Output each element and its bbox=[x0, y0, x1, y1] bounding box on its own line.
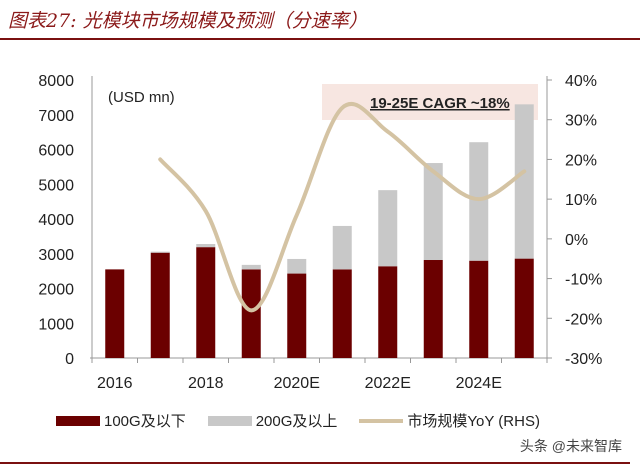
cagr-annotation: 19-25E CAGR ~18% bbox=[370, 95, 510, 112]
bar-200g bbox=[378, 190, 398, 267]
y-tick-label: 6000 bbox=[38, 143, 74, 160]
watermark: 头条 @未来智库 bbox=[519, 438, 622, 454]
bar-200g bbox=[150, 251, 170, 253]
y2-tick-label: 20% bbox=[565, 152, 597, 169]
bar-100g bbox=[241, 269, 261, 358]
legend-label: 100G及以下 bbox=[104, 413, 186, 430]
y2-tick-label: 30% bbox=[565, 113, 597, 130]
legend-item-200g: 200G及以上 bbox=[207, 410, 338, 431]
bar-100g bbox=[196, 247, 216, 358]
bar-100g bbox=[332, 269, 352, 358]
legend-item-100g: 100G及以下 bbox=[56, 410, 186, 431]
legend-label: 市场规模YoY (RHS) bbox=[407, 413, 540, 430]
x-tick-label: 2022E bbox=[365, 375, 411, 392]
x-tick-label: 2020E bbox=[274, 375, 320, 392]
y-tick-label: 7000 bbox=[38, 108, 74, 125]
bottom-rule bbox=[0, 462, 630, 464]
y2-tick-label: 40% bbox=[565, 73, 597, 90]
y-tick-label: 2000 bbox=[38, 282, 74, 299]
bar-100g bbox=[514, 258, 534, 358]
chart-title: 图表27: 光模块市场规模及预测（分速率） bbox=[8, 10, 368, 32]
bar-200g bbox=[196, 244, 216, 248]
series-line-yoy bbox=[158, 101, 527, 313]
x-tick-label: 2016 bbox=[97, 375, 133, 392]
chart-plot: 0 1000 2000 3000 4000 5000 6000 7000 8000 -30% -20… bbox=[38, 73, 602, 392]
bar-200g bbox=[241, 264, 261, 270]
y2-tick-label: 10% bbox=[565, 192, 597, 209]
bar-100g bbox=[378, 266, 398, 358]
legend-swatch bbox=[56, 415, 100, 426]
y2-tick-label: -20% bbox=[565, 311, 602, 328]
bar-100g bbox=[105, 269, 125, 358]
x-tick-label: 2024E bbox=[456, 375, 502, 392]
legend-label: 200G及以上 bbox=[255, 413, 338, 430]
legend-swatch bbox=[359, 418, 404, 423]
bar-200g bbox=[514, 104, 534, 259]
bar-200g bbox=[469, 142, 489, 261]
unit-label: (USD mn) bbox=[108, 89, 175, 106]
y2-tick-label: -10% bbox=[565, 272, 602, 289]
y-tick-label: 5000 bbox=[38, 177, 74, 194]
bar-100g bbox=[423, 260, 443, 358]
bar-100g bbox=[150, 252, 170, 358]
bar-100g bbox=[287, 273, 307, 358]
legend-swatch bbox=[207, 415, 252, 426]
bar-200g bbox=[287, 258, 307, 274]
top-rule bbox=[0, 38, 640, 40]
y-tick-label: 1000 bbox=[38, 316, 74, 333]
bar-100g bbox=[469, 260, 489, 358]
legend: 100G及以下 200G及以上 市场规模YoY (RHS) bbox=[56, 410, 540, 431]
x-tick-label: 2018 bbox=[188, 375, 224, 392]
y-tick-label: 0 bbox=[65, 351, 74, 368]
y-tick-label: 3000 bbox=[38, 247, 74, 264]
y-tick-label: 4000 bbox=[38, 212, 74, 229]
bar-200g bbox=[332, 225, 352, 270]
legend-item-yoy: 市场规模YoY (RHS) bbox=[359, 410, 540, 431]
bar-200g bbox=[423, 163, 443, 261]
y-tick-label: 8000 bbox=[38, 73, 74, 90]
y2-tick-label: 0% bbox=[565, 232, 588, 249]
y2-tick-label: -30% bbox=[565, 351, 602, 368]
annotation-box bbox=[322, 84, 538, 120]
